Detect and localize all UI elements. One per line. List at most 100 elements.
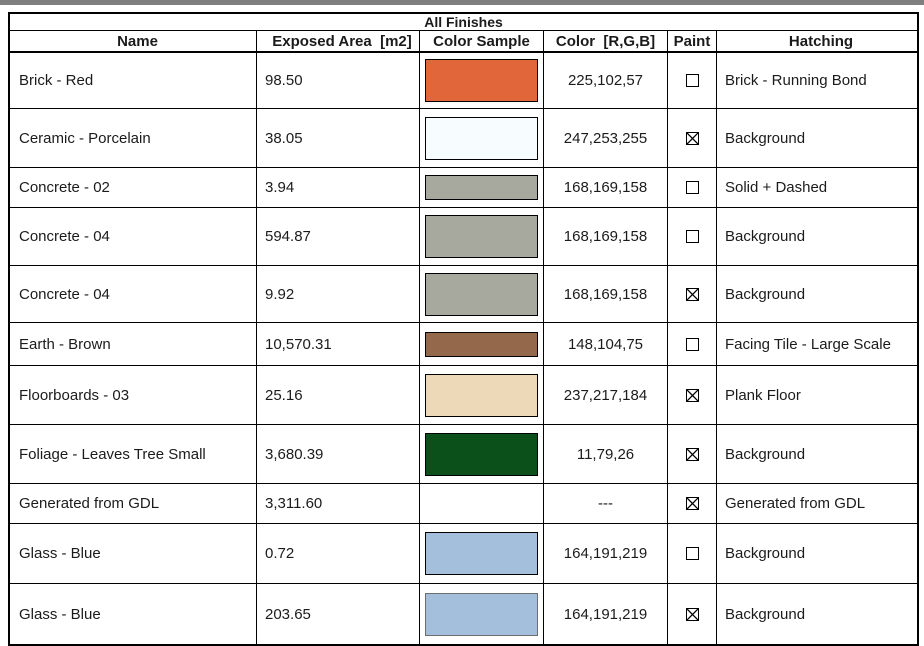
cell-hatching-text: Background — [725, 228, 806, 245]
cell-exposed-area-text: 98.50 — [265, 72, 303, 89]
cell-color-rgb-text: 164,191,219 — [563, 545, 648, 562]
paint-checkbox-checked[interactable] — [685, 497, 699, 510]
column-header-hatching-label: Hatching — [788, 32, 854, 50]
cell-color-rgb: --- — [544, 484, 668, 523]
cell-finish-name: Earth - Brown — [10, 323, 257, 365]
column-header-color-sample-label: Color Sample — [433, 32, 530, 50]
cell-exposed-area-text: 3,680.39 — [265, 445, 324, 463]
table-row: Concrete - 02 3.94 168,169,158 Solid + Dash… — [10, 168, 917, 208]
cell-hatching-text: Plank Floor — [725, 386, 801, 404]
cell-finish-name-text: Concrete - 02 — [19, 179, 110, 196]
column-header-name: Name — [10, 31, 257, 51]
cell-color-rgb: 168,169,158 — [544, 208, 668, 265]
cell-exposed-area: 203.65 — [257, 584, 420, 644]
paint-checkbox-unchecked[interactable] — [685, 337, 699, 351]
cell-color-rgb: 148,104,75 — [544, 323, 668, 365]
table-row: Concrete - 04 594.87 168,169,158 Background — [10, 208, 917, 266]
cell-paint — [668, 484, 717, 523]
cell-exposed-area: 3,680.39 — [257, 425, 420, 483]
color-swatch[interactable] — [425, 532, 538, 575]
cell-paint — [668, 266, 717, 322]
cell-color-rgb-text: 168,169,158 — [563, 179, 648, 196]
cell-color-rgb: 168,169,158 — [544, 168, 668, 207]
color-swatch[interactable] — [425, 215, 538, 258]
column-header-color-rgb: Color [R,G,B] — [544, 31, 668, 51]
cell-finish-name: Concrete - 04 — [10, 266, 257, 322]
cell-finish-name-text: Foliage - Leaves Tree Small — [19, 445, 206, 463]
cell-hatching: Generated from GDL — [717, 484, 917, 523]
cell-finish-name: Glass - Blue — [10, 584, 257, 644]
cell-hatching-text: Background — [725, 445, 806, 463]
table-row: Floorboards - 03 25.16 237,217,184 Plank Fl… — [10, 366, 917, 425]
color-swatch[interactable] — [425, 116, 538, 160]
paint-checkbox-unchecked[interactable] — [685, 230, 699, 243]
cell-color-sample — [420, 366, 544, 424]
cell-paint — [668, 109, 717, 167]
cell-color-sample — [420, 168, 544, 207]
paint-checkbox-unchecked[interactable] — [685, 74, 699, 87]
color-swatch[interactable] — [425, 59, 538, 102]
paint-checkbox-unchecked[interactable] — [685, 547, 699, 560]
cell-exposed-area: 38.05 — [257, 109, 420, 167]
cell-exposed-area-text: 38.05 — [265, 129, 303, 147]
cell-exposed-area: 594.87 — [257, 208, 420, 265]
cell-exposed-area-text: 203.65 — [265, 605, 311, 623]
cell-hatching-text: Background — [725, 129, 806, 147]
column-header-paint-label: Paint — [673, 32, 711, 50]
column-header-color-sample: Color Sample — [420, 31, 544, 51]
cell-color-sample — [420, 484, 544, 523]
cell-paint — [668, 366, 717, 424]
cell-exposed-area-text: 10,570.31 — [265, 335, 332, 353]
color-swatch[interactable] — [425, 592, 538, 636]
paint-checkbox-checked[interactable] — [685, 131, 699, 145]
cell-color-sample — [420, 266, 544, 322]
column-header-paint: Paint — [668, 31, 717, 51]
cell-finish-name-text: Concrete - 04 — [19, 285, 110, 303]
cell-finish-name-text: Brick - Red — [19, 72, 94, 89]
cell-paint — [668, 168, 717, 207]
column-header-name-label: Name — [117, 32, 158, 50]
color-swatch[interactable] — [425, 432, 538, 476]
cell-finish-name: Concrete - 04 — [10, 208, 257, 265]
paint-checkbox-checked[interactable] — [685, 287, 699, 301]
cell-color-rgb: 168,169,158 — [544, 266, 668, 322]
cell-finish-name-text: Earth - Brown — [19, 335, 111, 353]
cell-finish-name-text: Floorboards - 03 — [19, 386, 130, 404]
cell-paint — [668, 208, 717, 265]
cell-hatching-text: Brick - Running Bond — [725, 72, 867, 89]
cell-hatching: Facing Tile - Large Scale — [717, 323, 917, 365]
cell-finish-name-text: Glass - Blue — [19, 545, 101, 562]
column-header-exposed-area-label: Exposed Area [m2] — [272, 32, 412, 50]
cell-hatching: Background — [717, 266, 917, 322]
cell-finish-name: Concrete - 02 — [10, 168, 257, 207]
cell-color-rgb-text: --- — [598, 495, 613, 512]
paint-checkbox-checked[interactable] — [685, 447, 699, 461]
cell-color-rgb-text: 168,169,158 — [563, 285, 648, 303]
cell-finish-name: Glass - Blue — [10, 524, 257, 583]
cell-finish-name: Brick - Red — [10, 53, 257, 108]
cell-hatching-text: Generated from GDL — [725, 495, 866, 512]
cell-finish-name: Floorboards - 03 — [10, 366, 257, 424]
cell-color-sample — [420, 53, 544, 108]
cell-hatching: Background — [717, 109, 917, 167]
cell-color-rgb-text: 168,169,158 — [563, 228, 648, 245]
cell-exposed-area: 3.94 — [257, 168, 420, 207]
paint-checkbox-checked[interactable] — [685, 388, 699, 402]
cell-exposed-area-text: 594.87 — [265, 228, 311, 245]
cell-color-rgb-text: 225,102,57 — [567, 72, 644, 89]
color-swatch[interactable] — [425, 175, 538, 200]
color-swatch[interactable] — [425, 331, 538, 357]
cell-exposed-area: 98.50 — [257, 53, 420, 108]
cell-hatching-text: Solid + Dashed — [725, 179, 828, 196]
cell-color-rgb-text: 164,191,219 — [563, 605, 648, 623]
table-row: Earth - Brown 10,570.31 148,104,75 Facing T… — [10, 323, 917, 366]
paint-checkbox-checked[interactable] — [685, 607, 699, 621]
cell-hatching: Background — [717, 584, 917, 644]
paint-checkbox-unchecked[interactable] — [685, 181, 699, 194]
cell-finish-name-text: Concrete - 04 — [19, 228, 110, 245]
cell-finish-name-text: Generated from GDL — [19, 495, 160, 512]
cell-exposed-area: 3,311.60 — [257, 484, 420, 523]
color-swatch[interactable] — [425, 373, 538, 417]
color-swatch[interactable] — [425, 272, 538, 316]
table-row: Brick - Red 98.50 225,102,57 Brick - Runnin… — [10, 53, 917, 109]
